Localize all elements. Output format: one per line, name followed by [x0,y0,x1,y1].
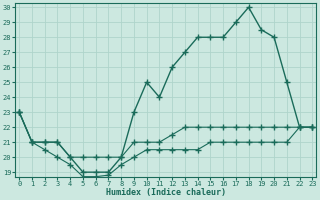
X-axis label: Humidex (Indice chaleur): Humidex (Indice chaleur) [106,188,226,197]
